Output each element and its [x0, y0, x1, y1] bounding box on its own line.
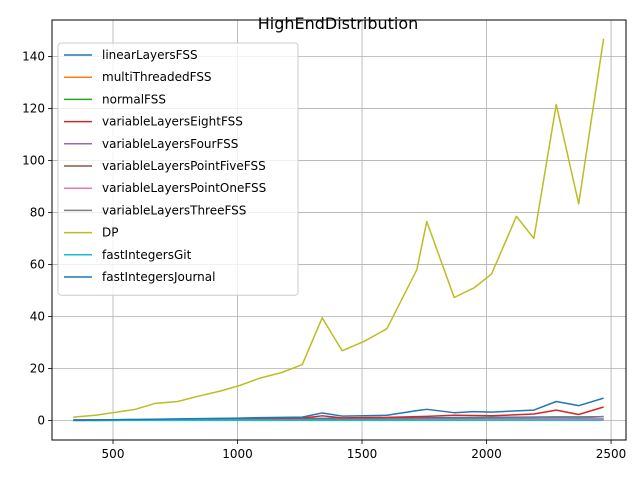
legend-label: variableLayersFourFSS: [102, 137, 238, 151]
legend-label: multiThreadedFSS: [102, 70, 212, 84]
x-tick-label: 500: [102, 447, 125, 461]
legend-label: DP: [102, 226, 118, 240]
x-tick-label: 2500: [596, 447, 627, 461]
legend-label: variableLayersPointOneFSS: [102, 181, 266, 195]
legend-label: variableLayersPointFiveFSS: [102, 159, 266, 173]
legend-label: fastIntegersJournal: [102, 270, 215, 284]
legend-label: fastIntegersGit: [102, 248, 192, 262]
series-line-DP: [73, 38, 605, 418]
y-tick-label: 140: [22, 49, 45, 63]
x-tick-label: 1000: [222, 447, 253, 461]
y-tick-label: 20: [30, 361, 45, 375]
y-tick-label: 40: [30, 309, 45, 323]
y-tick-label: 120: [22, 101, 45, 115]
legend-label: variableLayersThreeFSS: [102, 203, 246, 217]
legend-label: normalFSS: [102, 92, 166, 106]
x-tick-label: 1500: [347, 447, 378, 461]
y-tick-label: 0: [37, 413, 45, 427]
legend-label: variableLayersEightFSS: [102, 115, 243, 129]
x-tick-label: 2000: [471, 447, 502, 461]
legend-label: linearLayersFSS: [102, 48, 198, 62]
chart-title: HighEndDistribution: [258, 14, 419, 33]
plot-frame: [51, 19, 627, 441]
legend: linearLayersFSS multiThreadedFSS normalFSS…: [57, 42, 299, 296]
y-tick-label: 60: [30, 257, 45, 271]
y-tick-label: 100: [22, 153, 45, 167]
series-lines: [73, 38, 605, 422]
legend-box: [57, 42, 299, 296]
series-line-fastIntegersJournal: [73, 397, 604, 421]
y-tick-label: 80: [30, 205, 45, 219]
axes: 500 1000 1500 2000 2500 0 20 40 60 80 100 120 140: [22, 49, 626, 461]
